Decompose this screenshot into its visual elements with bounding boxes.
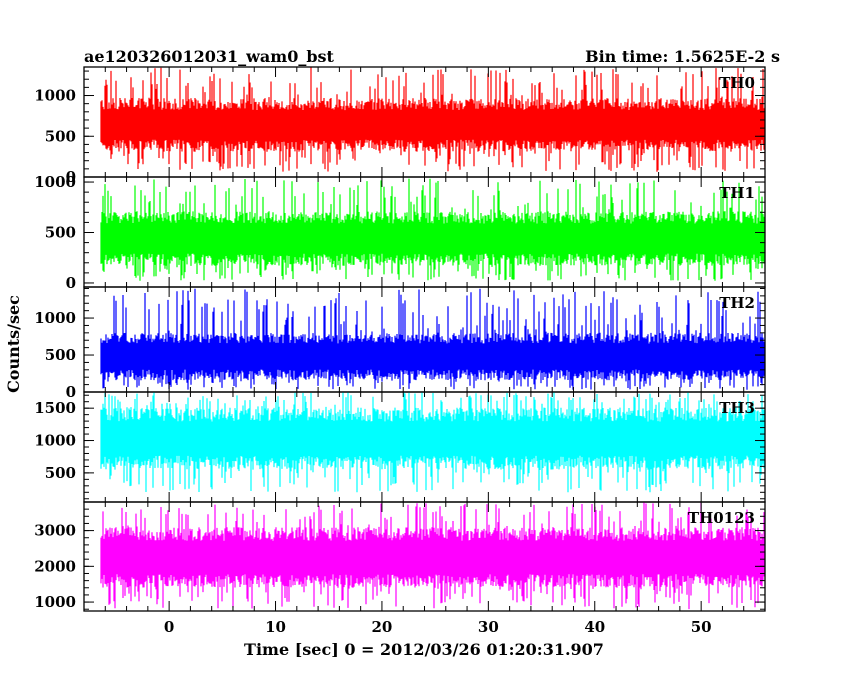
y-tick-label: 500 (45, 346, 76, 364)
series-trace-th0 (100, 67, 765, 172)
panel-label-th2: TH2 (719, 294, 755, 312)
y-tick-label: 0 (66, 274, 76, 292)
series-trace-th2 (100, 288, 765, 390)
x-tick-label: 10 (265, 618, 286, 636)
y-tick-label: 500 (45, 464, 76, 482)
y-tick-label: 1500 (34, 399, 76, 417)
y-tick-label: 1000 (34, 309, 76, 327)
y-tick-label: 1000 (34, 593, 76, 611)
y-tick-label: 2000 (34, 557, 76, 575)
x-tick-label: 30 (478, 618, 499, 636)
series-trace-th3 (100, 392, 765, 493)
x-tick-label: 0 (164, 618, 174, 636)
panels: 05001000TH005001000TH105001000TH25001000… (34, 66, 766, 636)
panel-label-th1: TH1 (719, 184, 755, 202)
y-tick-label: 500 (45, 127, 76, 145)
x-axis-label: Time [sec] 0 = 2012/03/26 01:20:31.907 (244, 640, 604, 659)
y-tick-label: 1000 (34, 432, 76, 450)
y-axis-label: Counts/sec (4, 295, 23, 393)
y-tick-label: 1000 (34, 173, 76, 191)
panel-label-th0: TH0 (719, 74, 755, 92)
x-tick-label: 40 (584, 618, 605, 636)
y-tick-label: 0 (66, 168, 76, 186)
y-tick-label: 500 (45, 224, 76, 242)
y-tick-label: 1000 (34, 87, 76, 105)
bin-time-label: Bin time: 1.5625E-2 s (585, 47, 780, 66)
series-trace-th1 (100, 178, 765, 281)
y-tick-label: 3000 (34, 522, 76, 540)
panel-label-th0123: TH0123 (688, 509, 755, 527)
x-tick-label: 50 (691, 618, 712, 636)
panel-label-th3: TH3 (719, 399, 755, 417)
series-trace-th0123 (100, 502, 765, 610)
chart-title: ae120326012031_wam0_bst (84, 47, 335, 66)
y-tick-label: 0 (66, 383, 76, 401)
x-tick-label: 20 (372, 618, 393, 636)
